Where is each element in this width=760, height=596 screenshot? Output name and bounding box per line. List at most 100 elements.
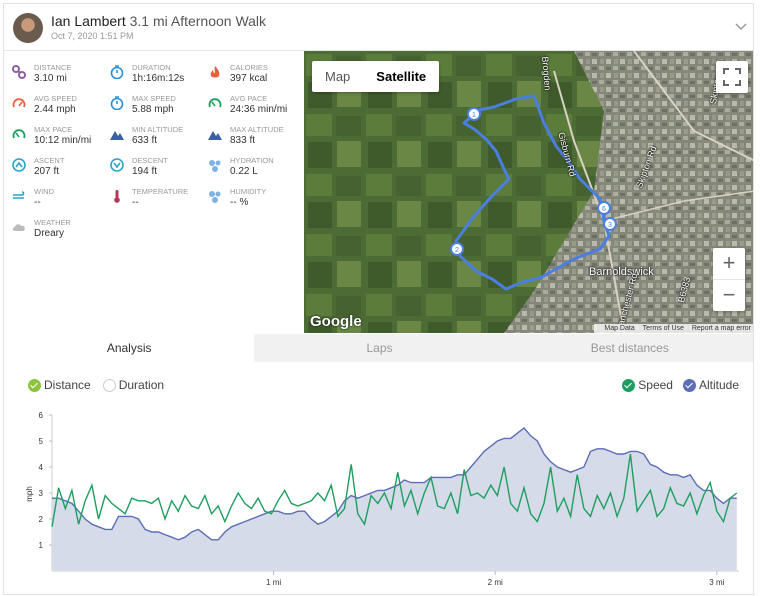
stat-value: 10:12 min/mi (34, 135, 92, 146)
distance-label[interactable]: Distance (44, 378, 91, 392)
x-tick-label: 3 mi (709, 578, 724, 587)
report-map-error-link[interactable]: Report a map error (691, 325, 751, 332)
analysis-chart[interactable]: 1 2 3 4 5 6 mph 1 mi 2 mi 3 mi (4, 404, 754, 595)
tab-laps[interactable]: Laps (254, 334, 505, 362)
stat-label: DESCENT (132, 156, 168, 165)
altitude-area (52, 428, 737, 571)
activity-title: Ian Lambert 3.1 mi Afternoon Walk (51, 13, 266, 29)
stopwatch-icon (110, 65, 124, 79)
mountain-icon (110, 131, 124, 140)
y-tick-label: 4 (39, 463, 44, 472)
user-name[interactable]: Ian Lambert (51, 13, 126, 29)
y-tick-label: 5 (39, 437, 44, 446)
stat-weather: WEATHER Dreary (4, 215, 102, 245)
fullscreen-button[interactable] (716, 61, 748, 93)
route-marker-2[interactable]: 2 (455, 247, 459, 254)
analysis-tabs: Analysis Laps Best distances (4, 334, 753, 362)
altitude-checkbox[interactable] (682, 378, 696, 392)
flame-icon (210, 66, 220, 78)
stat-value: 397 kcal (230, 73, 268, 84)
stat-humidity: HUMIDITY -- % (200, 184, 298, 214)
speed-line (51, 453, 738, 527)
y-tick-label: 3 (39, 489, 44, 498)
ascent-icon (12, 158, 26, 172)
y-tick-label: 2 (39, 515, 44, 524)
stat-wind: WIND -- (4, 184, 102, 214)
stat-label: TEMPERATURE (132, 187, 189, 196)
chevron-down-icon[interactable] (733, 18, 749, 34)
series-legend: Speed Altitude (622, 378, 739, 392)
satellite-button[interactable]: Satellite (376, 69, 427, 84)
stat-label: WEATHER (34, 218, 71, 227)
stat-value: 833 ft (230, 135, 256, 146)
stat-value: 0.22 L (230, 166, 258, 177)
x-tick-label: 1 mi (266, 578, 281, 587)
stat-label: MAX PACE (34, 125, 73, 134)
fullscreen-icon (723, 68, 741, 86)
stat-calories: CALORIES 397 kcal (200, 60, 298, 90)
stat-distance: DISTANCE 3.10 mi (4, 60, 102, 90)
google-logo[interactable]: Google (310, 313, 362, 330)
y-axis-label: mph (25, 486, 34, 502)
speed-label[interactable]: Speed (638, 378, 673, 392)
x-tick-label: 2 mi (488, 578, 503, 587)
stat-descent: DESCENT 194 ft (102, 153, 200, 183)
zoom-in-button[interactable]: + (722, 250, 736, 275)
stat-value: 24:36 min/mi (230, 104, 288, 115)
route-marker-1[interactable]: 1 (472, 112, 476, 119)
stopwatch-icon (110, 96, 124, 110)
stat-value: 1h:16m:12s (132, 73, 185, 84)
stat-duration: DURATION 1h:16m:12s (102, 60, 200, 90)
route-marker-3[interactable]: 3 (608, 222, 612, 229)
terms-of-use-link[interactable]: Terms of Use (642, 325, 684, 332)
zoom-out-button[interactable]: − (713, 279, 745, 310)
stat-value: 194 ft (132, 166, 158, 177)
map-type-control: Map Satellite (312, 61, 440, 92)
map-button[interactable]: Map (325, 69, 351, 84)
stat-label: DISTANCE (34, 63, 72, 72)
stat-label: MAX SPEED (132, 94, 176, 103)
stat-min-altitude: MIN ALTITUDE 633 ft (102, 122, 200, 152)
stat-max-speed: MAX SPEED 5.88 mph (102, 91, 200, 121)
duration-label[interactable]: Duration (118, 378, 165, 392)
speed-checkbox[interactable] (622, 378, 636, 392)
stat-label: AVG PACE (230, 94, 268, 103)
stat-max-pace: MAX PACE 10:12 min/mi (4, 122, 102, 152)
distance-icon (12, 65, 26, 79)
stat-label: HYDRATION (230, 156, 274, 165)
route-marker-6[interactable]: 6 (602, 206, 606, 213)
cloud-icon (12, 224, 25, 231)
duration-checkbox[interactable] (102, 378, 116, 392)
stat-value: 3.10 mi (34, 73, 67, 84)
altitude-label[interactable]: Altitude (698, 378, 739, 392)
activity-header: Ian Lambert 3.1 mi Afternoon Walk Oct 7,… (4, 4, 753, 51)
stat-ascent: ASCENT 207 ft (4, 153, 102, 183)
route-map[interactable]: 1 2 3 6 Barnoldswick Skipton Rd Skipton … (304, 51, 754, 333)
stat-avg-pace: AVG PACE 24:36 min/mi (200, 91, 298, 121)
stat-temperature: TEMPERATURE -- (102, 184, 200, 214)
stat-value: Dreary (34, 228, 65, 239)
stat-value: 2.44 mph (34, 104, 76, 115)
stat-max-altitude: MAX ALTITUDE 833 ft (200, 122, 298, 152)
map-data-link[interactable]: Map Data (604, 325, 635, 332)
satellite-imagery[interactable]: 1 2 3 6 (304, 51, 754, 333)
stat-value: -- (132, 197, 139, 208)
stat-label: AVG SPEED (34, 94, 77, 103)
stat-label: DURATION (132, 63, 171, 72)
tab-best-distances[interactable]: Best distances (504, 334, 753, 362)
wind-icon (13, 191, 25, 199)
stat-value: 207 ft (34, 166, 60, 177)
avatar[interactable] (13, 13, 43, 43)
stat-value: 633 ft (132, 135, 158, 146)
tab-analysis[interactable]: Analysis (4, 334, 255, 362)
distance-checkbox[interactable] (28, 378, 41, 392)
zoom-control: + − (713, 248, 745, 311)
mountain-icon (208, 131, 222, 140)
stat-value: -- % (230, 197, 249, 208)
stat-value: -- (34, 197, 41, 208)
stat-value: 5.88 mph (132, 104, 174, 115)
activity-card: Ian Lambert 3.1 mi Afternoon Walk Oct 7,… (3, 3, 754, 595)
stat-label: WIND (34, 187, 54, 196)
y-tick-label: 6 (39, 411, 44, 420)
activity-name: 3.1 mi Afternoon Walk (129, 13, 267, 29)
